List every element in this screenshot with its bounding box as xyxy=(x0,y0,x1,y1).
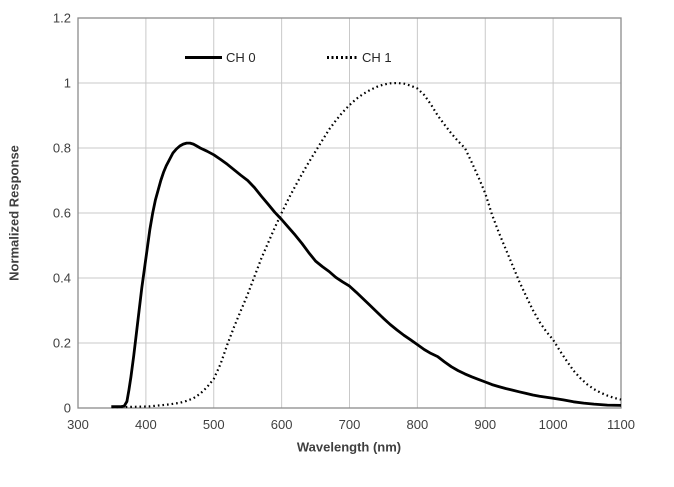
plot-border xyxy=(77,17,622,409)
legend-item-ch0: CH 0 xyxy=(185,49,256,65)
y-tick-label: 0.2 xyxy=(53,336,71,351)
y-tick-label: 0.4 xyxy=(53,271,71,286)
x-tick-label: 600 xyxy=(271,417,293,432)
y-tick-label: 1 xyxy=(64,76,71,91)
x-axis-title: Wavelength (nm) xyxy=(296,439,402,455)
x-tick-label: 300 xyxy=(67,417,89,432)
x-tick-label: 700 xyxy=(339,417,361,432)
y-tick-label: 0 xyxy=(64,401,71,416)
legend-label-ch0: CH 0 xyxy=(226,49,256,65)
ch1-dotted-line-sample xyxy=(327,55,358,59)
x-tick-label: 1000 xyxy=(539,417,568,432)
x-tick-label: 500 xyxy=(203,417,225,432)
x-tick-label: 900 xyxy=(474,417,496,432)
ch1-curve xyxy=(111,81,622,409)
y-tick-label: 0.8 xyxy=(53,141,71,156)
y-tick-label: 0.6 xyxy=(53,206,71,221)
y-tick-label: 1.2 xyxy=(53,11,71,26)
ch0-curve xyxy=(111,141,622,409)
y-axis-title: Normalized Response xyxy=(6,145,22,281)
x-tick-label: 400 xyxy=(135,417,157,432)
legend-item-ch1: CH 1 xyxy=(327,49,392,65)
x-tick-label: 800 xyxy=(407,417,429,432)
x-tick-label: 1100 xyxy=(607,417,635,432)
legend-label-ch1: CH 1 xyxy=(362,49,392,65)
ch0-solid-line-sample xyxy=(185,55,222,59)
